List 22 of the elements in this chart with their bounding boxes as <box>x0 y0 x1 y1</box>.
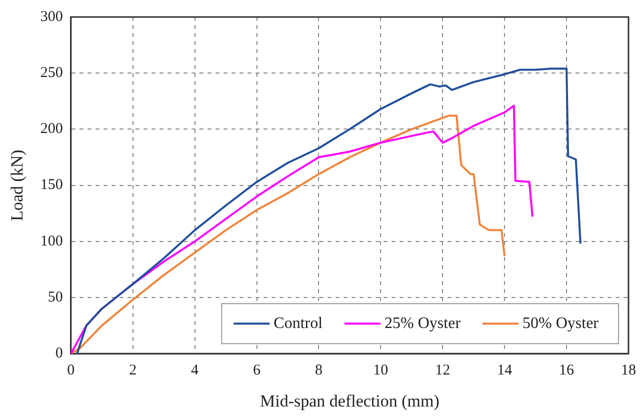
x-tick-label: 12 <box>435 362 450 379</box>
y-tick-label: 100 <box>40 233 63 250</box>
y-tick-label: 0 <box>55 346 63 362</box>
x-tick-label: 8 <box>314 362 322 379</box>
y-tick-label: 300 <box>40 8 63 25</box>
x-tick-label: 10 <box>373 362 388 379</box>
legend-label: 25% Oyster <box>384 314 462 332</box>
x-axis-title: Mid-span deflection (mm) <box>260 391 440 410</box>
x-tick-label: 0 <box>67 362 75 379</box>
x-tick-label: 4 <box>191 362 200 379</box>
y-axis-title: Load (kN) <box>8 150 27 221</box>
x-tick-label: 2 <box>129 362 137 379</box>
y-tick-label: 150 <box>40 177 63 194</box>
x-tick-label: 18 <box>621 362 636 379</box>
y-tick-label: 200 <box>40 121 63 138</box>
x-tick-label: 14 <box>497 362 513 379</box>
x-tick-label: 6 <box>253 362 262 379</box>
legend-label: 50% Oyster <box>522 314 600 332</box>
legend-label: Control <box>274 314 324 332</box>
y-tick-label: 250 <box>40 65 63 82</box>
x-tick-label: 16 <box>559 362 575 379</box>
y-tick-label: 50 <box>48 289 63 306</box>
